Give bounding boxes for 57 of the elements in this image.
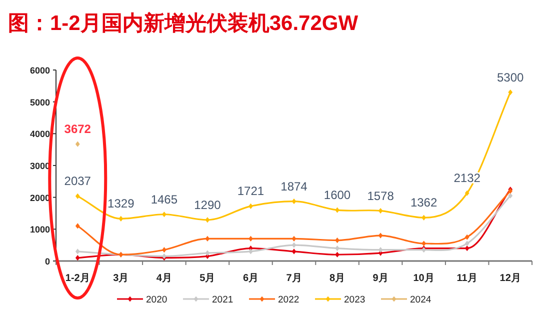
y-tick-label: 4000	[30, 129, 50, 140]
point	[162, 247, 166, 253]
point	[248, 248, 253, 254]
data-label: 1874	[280, 179, 308, 194]
point	[75, 248, 80, 254]
point	[464, 240, 470, 246]
point	[378, 208, 383, 214]
point	[162, 212, 166, 218]
y-tick-label: 0	[44, 256, 50, 266]
y-tick-label: 6000	[30, 66, 50, 76]
y-tick-label: 5000	[30, 97, 50, 108]
data-label: 3672	[64, 122, 92, 136]
data-label: 1578	[367, 188, 394, 203]
data-label: 1362	[410, 196, 438, 210]
point	[75, 255, 80, 261]
point	[292, 198, 296, 204]
legend-label: 2023	[344, 294, 366, 306]
data-label: 1600	[324, 188, 351, 202]
x-tick-label: 10月	[413, 273, 434, 284]
x-tick-label: 3月	[113, 273, 129, 284]
x-tick-label: 1-2月	[65, 273, 90, 284]
chart-title: 图：1-2月国内新增光伏装机36.72GW	[8, 11, 358, 35]
point	[508, 89, 513, 96]
point	[335, 252, 340, 258]
x-tick-label: 6月	[242, 273, 259, 284]
point	[464, 234, 470, 240]
point	[464, 190, 470, 196]
x-tick-label: 9月	[372, 273, 388, 284]
point	[205, 217, 210, 223]
legend-label: 2021	[212, 294, 234, 306]
point	[75, 141, 80, 147]
data-label: 1290	[194, 198, 222, 212]
data-label: 2037	[64, 174, 92, 188]
point	[422, 240, 426, 246]
point	[75, 223, 80, 229]
data-label: 1465	[150, 192, 178, 206]
x-tick-label: 12月	[500, 273, 521, 284]
point	[292, 248, 296, 254]
point	[75, 193, 80, 199]
y-tick-label: 1000	[30, 224, 50, 235]
point	[118, 216, 124, 222]
legend-label: 2020	[146, 294, 168, 306]
point	[292, 236, 296, 242]
data-label: 1721	[237, 184, 264, 198]
point	[205, 250, 210, 256]
data-label: 5300	[497, 70, 524, 84]
x-tick-label: 7月	[286, 273, 302, 284]
point	[378, 232, 383, 238]
legend-label: 2024	[410, 294, 432, 306]
data-label: 1329	[108, 196, 135, 211]
legend-label: 2022	[278, 294, 300, 306]
x-tick-label: 11月	[456, 273, 478, 284]
x-tick-label: 8月	[329, 273, 346, 284]
point	[335, 207, 340, 213]
x-tick-label: 5月	[200, 273, 216, 284]
x-tick-label: 4月	[156, 273, 172, 284]
point	[335, 238, 340, 244]
